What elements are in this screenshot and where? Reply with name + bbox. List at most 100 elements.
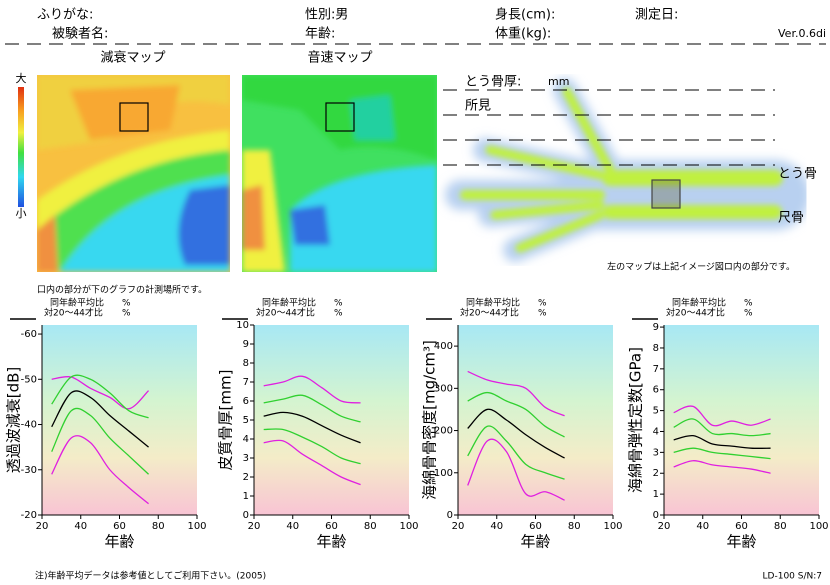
report-page: ふりがな: 性別:男 身長(cm): 測定日: 被験者名: 年齢: 体重(kg)… — [0, 0, 830, 585]
y-tick-label: 3 — [243, 453, 249, 464]
x-tick-label: 60 — [325, 521, 338, 532]
x-tick-label: 60 — [735, 521, 748, 532]
x-tick-label: 80 — [364, 521, 377, 532]
findings-label: 所見 — [465, 99, 491, 114]
legend-text: 同年齢平均比 — [466, 297, 520, 309]
plot-background — [254, 325, 409, 515]
legend-text: 同年齢平均比 — [50, 297, 104, 309]
legend-text: 同年齢平均比 — [262, 297, 316, 309]
height-label: 身長(cm): — [495, 7, 555, 23]
y-tick-label: 2 — [243, 472, 249, 483]
x-tick-label: 80 — [568, 521, 581, 532]
charts: -60-50-40-30-2020406080100年齢透過波減衰[dB]同年齢… — [5, 297, 829, 551]
plot-background — [458, 325, 613, 515]
legend-unit: % — [122, 299, 131, 309]
y-tick-label: -60 — [21, 329, 37, 340]
y-tick-label: 8 — [653, 343, 659, 354]
y-tick-label: 0 — [447, 510, 453, 521]
x-tick-label: 40 — [490, 521, 503, 532]
y-tick-label: -40 — [21, 420, 37, 431]
furigana-label: ふりがな: — [37, 8, 93, 23]
y-axis-label: 皮質骨厚[mm] — [217, 370, 235, 471]
ulna-label: 尺骨 — [778, 211, 804, 226]
legend-unit: % — [538, 309, 547, 319]
version: Ver.0.6di — [778, 27, 826, 40]
y-tick-label: 0 — [243, 510, 249, 521]
y-tick-label: 5 — [243, 415, 249, 426]
y-tick-label: 10 — [236, 320, 249, 331]
x-tick-label: 80 — [774, 521, 787, 532]
legend-text: 同年齢平均比 — [672, 297, 726, 309]
y-tick-label: -20 — [21, 510, 37, 521]
y-axis-label: 海綿骨骨密度[mg/cm³] — [421, 340, 439, 500]
x-tick-label: 60 — [529, 521, 542, 532]
y-tick-label: 0 — [653, 510, 659, 521]
legend-text: 対20〜44才比 — [460, 307, 519, 319]
x-tick-label: 20 — [248, 521, 261, 532]
y-tick-label: 6 — [243, 396, 249, 407]
x-tick-label: 100 — [809, 521, 828, 532]
y-tick-label: 4 — [653, 426, 659, 437]
x-tick-label: 100 — [399, 521, 418, 532]
x-axis-label: 年齢 — [316, 533, 346, 551]
hand-image — [460, 90, 775, 250]
x-axis-label: 年齢 — [520, 533, 550, 551]
speed-map — [242, 75, 437, 272]
attenuation-map — [37, 75, 230, 272]
x-tick-label: 100 — [187, 521, 206, 532]
x-tick-label: 20 — [36, 521, 49, 532]
graph-note: 口内の部分が下のグラフの計測場所です。 — [37, 284, 207, 296]
thickness-label: とう骨厚: — [465, 75, 521, 90]
legend-unit: % — [744, 299, 753, 309]
y-tick-label: 8 — [243, 358, 249, 369]
x-tick-label: 20 — [452, 521, 465, 532]
y-tick-label: 7 — [653, 364, 659, 375]
name-label: 被験者名: — [52, 26, 108, 42]
x-tick-label: 20 — [658, 521, 671, 532]
scale-low: 小 — [16, 207, 27, 220]
legend-text: 対20〜44才比 — [666, 307, 725, 319]
x-tick-label: 80 — [152, 521, 165, 532]
color-scale — [18, 87, 24, 207]
y-tick-label: 7 — [243, 377, 249, 388]
legend-unit: % — [538, 299, 547, 309]
x-tick-label: 40 — [74, 521, 87, 532]
y-tick-label: 3 — [653, 447, 659, 458]
y-tick-label: 9 — [653, 322, 659, 333]
date-label: 測定日: — [635, 8, 678, 23]
x-tick-label: 60 — [113, 521, 126, 532]
sex-label: 性別:男 — [305, 8, 348, 23]
x-axis-label: 年齢 — [726, 533, 756, 551]
y-axis-label: 海綿骨弾性定数[GPa] — [627, 347, 645, 493]
y-tick-label: 9 — [243, 339, 249, 350]
legend-unit: % — [122, 309, 131, 319]
x-tick-label: 40 — [286, 521, 299, 532]
speed-title: 音速マップ — [307, 50, 372, 66]
weight-label: 体重(kg): — [495, 26, 551, 42]
y-tick-label: 5 — [653, 406, 659, 417]
thickness-unit: mm — [548, 75, 569, 88]
legend-unit: % — [744, 309, 753, 319]
y-axis-label: 透過波減衰[dB] — [5, 367, 23, 474]
y-tick-label: -30 — [21, 465, 37, 476]
x-tick-label: 40 — [696, 521, 709, 532]
attenuation-title: 減衰マップ — [100, 50, 165, 66]
legend-text: 対20〜44才比 — [44, 307, 103, 319]
map-note: 左のマップは上記イメージ図ロ内の部分です。 — [607, 261, 795, 273]
age-label: 年齢: — [305, 27, 335, 42]
y-tick-label: 4 — [243, 434, 249, 445]
footer-note: 注)年齢平均データは参考値としてご利用下さい。(2005) — [35, 570, 266, 582]
y-tick-label: 1 — [653, 489, 659, 500]
scale-high: 大 — [16, 71, 27, 85]
y-tick-label: 1 — [243, 491, 249, 502]
legend-unit: % — [334, 309, 343, 319]
x-axis-label: 年齢 — [104, 533, 134, 551]
model: LD-100 S/N:7 — [763, 572, 822, 582]
legend-text: 対20〜44才比 — [256, 307, 315, 319]
y-tick-label: 2 — [653, 468, 659, 479]
x-tick-label: 100 — [603, 521, 622, 532]
radius-label: とう骨 — [778, 167, 817, 182]
y-tick-label: -50 — [21, 374, 37, 385]
y-tick-label: 6 — [653, 385, 659, 396]
legend-unit: % — [334, 299, 343, 309]
